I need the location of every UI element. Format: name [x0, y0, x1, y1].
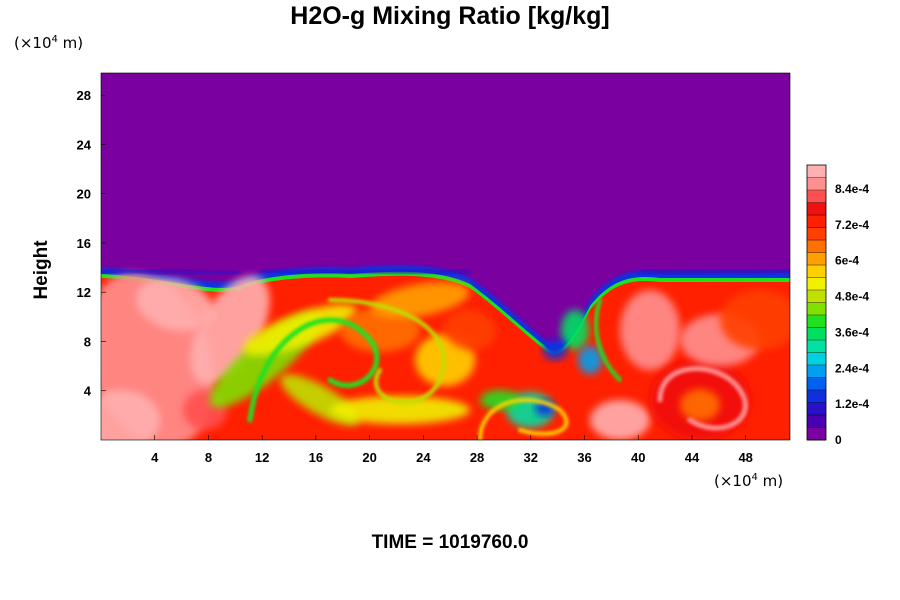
- colorbar-band: [807, 365, 826, 378]
- x-tick-label: 24: [416, 450, 431, 465]
- colorbar-band: [807, 202, 826, 216]
- colorbar-tick-label: 0: [835, 433, 842, 447]
- field-swirl: [657, 366, 748, 431]
- x-tick-label: 20: [362, 450, 376, 465]
- colorbar-band: [807, 415, 826, 428]
- x-tick-label: 8: [205, 450, 212, 465]
- y-tick-label: 16: [77, 236, 91, 251]
- colorbar-tick-label: 6e-4: [835, 254, 859, 268]
- x-tick-label: 16: [309, 450, 323, 465]
- plot-frame: [100, 72, 791, 441]
- colorbar-tick-label: 8.4e-4: [835, 182, 869, 196]
- colorbar-band: [807, 190, 826, 203]
- field-feature: [578, 346, 602, 374]
- colorbar-band: [807, 302, 826, 316]
- colorbar-band: [807, 327, 826, 341]
- chart-title: H2O-g Mixing Ratio [kg/kg]: [290, 2, 610, 30]
- colorbar-band: [807, 340, 826, 353]
- x-tick-label: 48: [738, 450, 752, 465]
- y-tick-label: 8: [84, 334, 91, 349]
- time-label: TIME = 1019760.0: [371, 532, 529, 553]
- y-tick-label: 24: [77, 137, 92, 152]
- field-top-edge: [101, 268, 790, 276]
- colorbar-band: [807, 215, 826, 228]
- y-tick-label: 20: [77, 187, 91, 202]
- field-feature: [480, 390, 520, 410]
- colorbar-band: [807, 240, 826, 253]
- colorbar-tick-label: 3.6e-4: [835, 325, 869, 339]
- field-feature: [135, 278, 215, 332]
- x-tick-label: 40: [631, 450, 645, 465]
- field-swirl: [478, 398, 569, 440]
- colorbar-band: [807, 227, 826, 241]
- colorbar-band: [807, 390, 826, 403]
- colorbar-band: [807, 290, 826, 303]
- colorbar-band: [807, 402, 826, 416]
- field-feature: [590, 400, 650, 440]
- y-axis-unit: (×104 m): [14, 34, 84, 52]
- field-feature: [340, 308, 420, 352]
- field-feature: [101, 390, 160, 440]
- colorbar-band: [807, 315, 826, 328]
- colorbar-band: [807, 165, 826, 178]
- colorbar-frame: [806, 164, 827, 441]
- field-feature: [680, 389, 720, 421]
- x-tick-label: 28: [470, 450, 484, 465]
- colorbar-tick-label: 2.4e-4: [835, 361, 869, 375]
- colorbar-tick-label: 7.2e-4: [835, 218, 869, 232]
- field-swirl: [594, 298, 622, 382]
- field-feature: [190, 275, 270, 385]
- field-swirl: [328, 298, 446, 405]
- colorbar-band: [807, 352, 826, 366]
- colorbar-tick-label: 1.2e-4: [835, 397, 869, 411]
- field-feature: [543, 340, 567, 360]
- colorbar-band: [807, 177, 826, 191]
- colorbar-tick-label: 4.8e-4: [835, 290, 869, 304]
- colorbar-band: [807, 265, 826, 278]
- field-feature: [620, 290, 680, 370]
- colorbar-band: [807, 277, 826, 291]
- x-tick-label: 4: [151, 450, 159, 465]
- y-tick-label: 4: [84, 384, 92, 399]
- field-feature: [330, 396, 470, 424]
- field-feature: [720, 290, 790, 350]
- colorbar-band: [807, 252, 826, 266]
- mixing-ratio-field: [101, 73, 790, 440]
- x-axis-unit: (×104 m): [714, 472, 784, 490]
- x-tick-label: 44: [685, 450, 700, 465]
- colorbar-band: [807, 427, 826, 441]
- y-tick-label: 28: [77, 88, 91, 103]
- colorbar-band: [807, 377, 826, 391]
- field-feature: [444, 309, 496, 351]
- x-tick-label: 32: [524, 450, 538, 465]
- field-feature: [561, 310, 589, 350]
- y-tick-label: 12: [77, 285, 91, 300]
- colorbar: 0 1.2e-4 2.4e-4 3.6e-4 4.8e-4 6e-4 7.2e-4 8.4e-…: [806, 164, 869, 447]
- field-swirl: [247, 317, 380, 423]
- x-tick-label: 36: [577, 450, 591, 465]
- x-tick-label: 12: [255, 450, 269, 465]
